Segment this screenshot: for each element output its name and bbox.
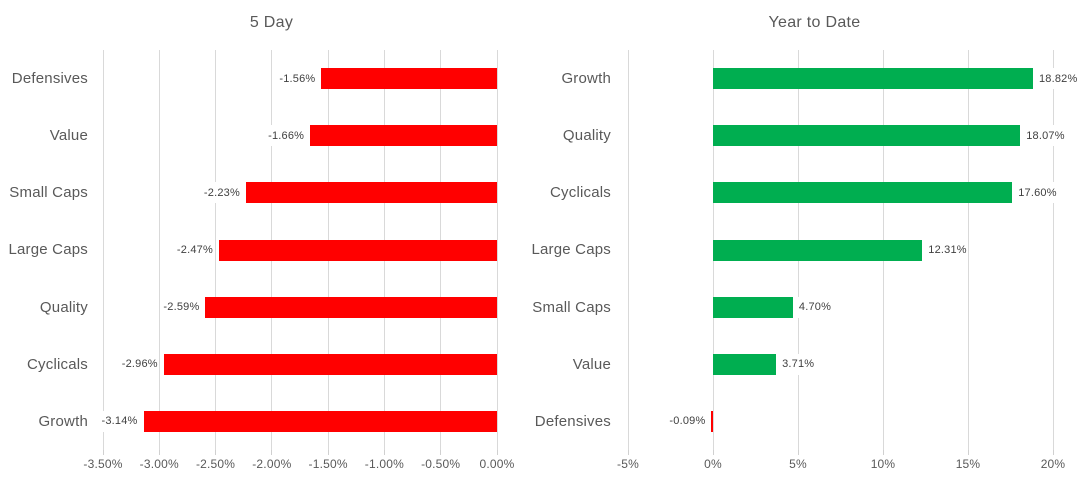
category-label: Small Caps (532, 298, 611, 316)
category-label: Quality (39, 298, 88, 316)
chart-title: Year to Date (768, 14, 861, 31)
plot-area: 18.82% 18.07% 17.60% 12.31% 4.70% 3.71% -0.09% (627, 50, 1079, 455)
axis-tick-mark (496, 450, 498, 455)
axis-tick-label: 10% (870, 457, 896, 471)
category-label: Growth (561, 70, 611, 88)
axis-tick-label: 5% (789, 457, 807, 471)
axis-tick-mark (967, 450, 969, 455)
category-label: Small Caps (9, 184, 88, 202)
bar (713, 68, 1033, 90)
axis-tick-label: 0.00% (479, 457, 515, 471)
category-label: Large Caps (8, 241, 88, 259)
bar (321, 68, 497, 90)
value-label: -1.66% (267, 125, 306, 147)
axis-tick-mark (882, 450, 884, 455)
gridline (967, 50, 969, 450)
axis-tick-mark (158, 450, 160, 455)
axis-tick-label: 15% (955, 457, 981, 471)
bar (205, 296, 497, 318)
axis-tick-mark (627, 450, 629, 455)
category-label: Growth (38, 412, 88, 430)
category-label: Defensives (11, 70, 88, 88)
axis-tick-mark (383, 450, 385, 455)
gridline (496, 50, 498, 450)
category-label: Large Caps (531, 241, 611, 259)
five-day-chart: 5 Day Defensives Value Small Caps Large Cap… (0, 14, 514, 477)
category-label: Value (572, 355, 611, 373)
chart-title: 5 Day (249, 14, 294, 31)
bar (163, 353, 497, 375)
value-label: -1.56% (278, 68, 317, 90)
axis-tick-label: 0% (704, 457, 722, 471)
value-label: -2.47% (175, 239, 214, 261)
value-label: 12.31% (927, 239, 968, 261)
value-label: 4.70% (797, 296, 833, 318)
axis-tick-mark (712, 450, 714, 455)
axis-tick-mark (102, 450, 104, 455)
value-label: -3.14% (100, 410, 139, 432)
value-label: -2.96% (120, 353, 159, 375)
axis-tick-mark (215, 450, 217, 455)
axis-tick-label: -2.50% (195, 457, 236, 471)
axis-tick-label: -1.00% (364, 457, 405, 471)
year-to-date-chart: Year to Date Growth Quality Cyclicals Large… (531, 0, 1086, 497)
axis-tick-label: -5% (617, 457, 639, 471)
category-axis: Growth Quality Cyclicals Large Caps Small Ca… (531, 50, 611, 450)
category-label: Defensives (534, 412, 611, 430)
category-label: Value (49, 127, 88, 145)
axis-tick-mark (327, 450, 329, 455)
axis-tick-mark (271, 450, 273, 455)
value-label: 17.60% (1017, 182, 1058, 204)
axis-tick-label: -0.50% (421, 457, 461, 471)
axis-tick-mark (797, 450, 799, 455)
bar (218, 239, 497, 261)
axis-tick-mark (1052, 450, 1054, 455)
bar (713, 353, 777, 375)
bar (711, 410, 713, 432)
bar (713, 239, 923, 261)
gridline (1052, 50, 1054, 450)
value-axis: -3.50% -3.00% -2.50% -2.00% -1.50% -1.00% -0.5… (83, 457, 514, 477)
value-label: -2.23% (202, 182, 241, 204)
value-label: 18.82% (1037, 68, 1079, 90)
gridline (627, 50, 629, 450)
axis-tick-label: 20% (1040, 457, 1066, 471)
axis-tick-mark (440, 450, 442, 455)
value-label: 18.07% (1025, 125, 1066, 147)
value-axis: -5% 0% 5% 10% 15% 20% (617, 457, 1065, 477)
gridline (215, 50, 217, 450)
value-label: -2.59% (162, 296, 201, 318)
gridline (158, 50, 160, 450)
category-axis: Defensives Value Small Caps Large Caps Quali… (0, 50, 88, 450)
axis-tick-label: -3.00% (139, 457, 179, 471)
bar (310, 125, 497, 147)
value-label: -0.09% (668, 410, 707, 432)
bar (713, 125, 1021, 147)
category-label: Quality (562, 127, 611, 145)
bar (713, 296, 793, 318)
gridline (102, 50, 104, 450)
value-label: 3.71% (781, 353, 816, 375)
plot-area: -1.56% -1.66% -2.23% -2.47% -2.59% -2.96% -3.1… (100, 50, 498, 455)
bar (143, 410, 497, 432)
axis-tick-label: -3.50% (83, 457, 123, 471)
axis-tick-label: -2.00% (252, 457, 292, 471)
bar (245, 182, 497, 204)
bar (713, 182, 1013, 204)
category-label: Cyclicals (27, 355, 88, 373)
category-label: Cyclicals (550, 184, 611, 202)
axis-tick-label: -1.50% (308, 457, 348, 471)
